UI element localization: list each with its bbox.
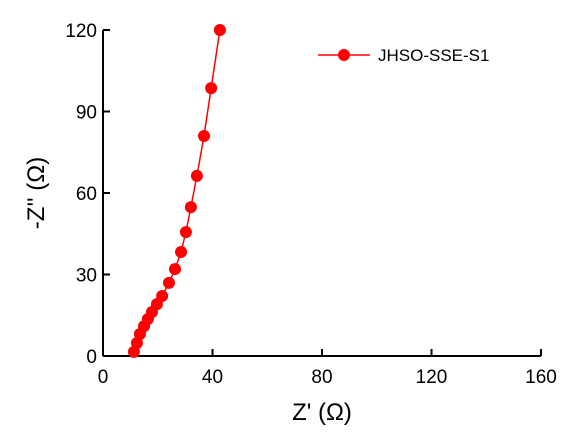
data-point xyxy=(168,263,181,276)
x-tick-label: 80 xyxy=(311,367,332,388)
data-point xyxy=(205,82,218,95)
data-point xyxy=(162,276,175,289)
x-tick-label: 40 xyxy=(202,367,223,388)
data-point xyxy=(175,245,188,258)
data-point xyxy=(179,226,192,239)
y-tick-label: 90 xyxy=(76,103,97,124)
x-tick-label: 0 xyxy=(98,367,109,388)
x-tick-label: 160 xyxy=(525,367,557,388)
y-tick-label: 0 xyxy=(86,347,97,368)
data-point xyxy=(156,289,169,302)
data-point xyxy=(184,201,197,214)
x-tick-label: 120 xyxy=(416,367,448,388)
legend-marker xyxy=(338,49,350,61)
data-point xyxy=(213,24,226,36)
y-tick-label: 60 xyxy=(76,184,97,205)
series-line xyxy=(133,29,221,353)
y-tick-label: 120 xyxy=(65,21,97,42)
legend-label: JHSO-SSE-S1 xyxy=(378,46,489,65)
data-point xyxy=(198,129,211,142)
x-axis-label: Z' (Ω) xyxy=(292,399,352,426)
y-axis-label: -Z'' (Ω) xyxy=(23,157,50,229)
y-tick-label: 30 xyxy=(76,266,97,287)
data-point xyxy=(190,169,203,182)
